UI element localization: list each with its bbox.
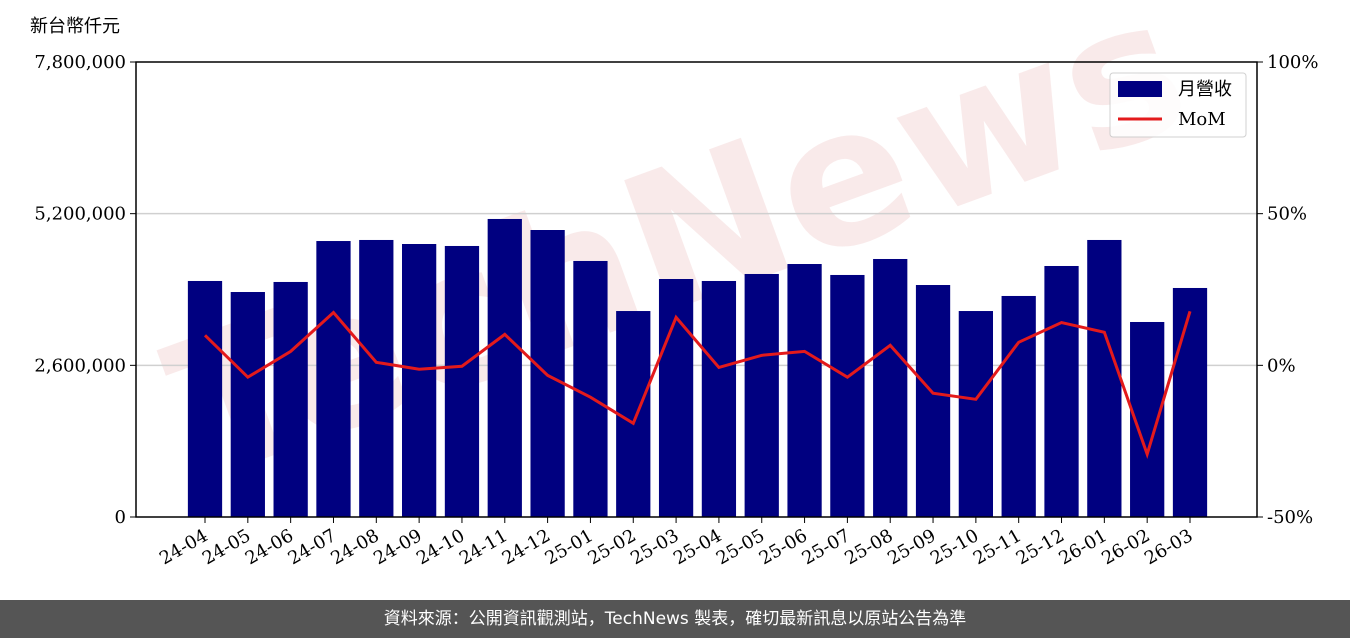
bar: [359, 239, 394, 517]
bar: [616, 311, 651, 517]
x-tick-label: 25-11: [970, 525, 1025, 569]
bar: [1001, 295, 1036, 517]
bar: [787, 264, 822, 517]
x-tick-label: 24-10: [413, 525, 468, 569]
x-tick-label: 24-05: [199, 525, 254, 569]
x-tick-label: 24-07: [285, 525, 340, 569]
x-tick-label: 24-06: [242, 525, 297, 569]
x-tick-label: 25-03: [627, 525, 682, 569]
x-tick-label: 25-12: [1013, 525, 1068, 569]
x-tick-label: 26-02: [1098, 525, 1153, 569]
bar: [487, 218, 522, 517]
bar: [658, 279, 694, 517]
x-tick-label: 25-01: [541, 525, 596, 569]
x-tick-label: 25-08: [841, 525, 896, 569]
legend-label: 月營收: [1178, 79, 1232, 100]
x-tick-label: 24-04: [156, 525, 211, 569]
x-tick-label: 25-07: [798, 525, 853, 569]
x-tick-label: 24-11: [456, 525, 511, 569]
bar: [187, 280, 223, 517]
x-tick-label: 25-04: [670, 525, 725, 569]
y2-tick-label: -50%: [1267, 507, 1313, 528]
y-tick-label: 7,800,000: [34, 52, 126, 73]
x-tick-label: 24-08: [327, 525, 382, 569]
legend-swatch: [1118, 81, 1162, 97]
x-tick-label: 25-05: [713, 525, 768, 569]
y2-tick-label: 50%: [1267, 204, 1307, 225]
x-tick-label: 25-10: [927, 525, 982, 569]
x-tick-label: 25-06: [756, 525, 811, 569]
bar: [573, 260, 608, 517]
bar: [701, 280, 737, 517]
chart: 新台幣仟元 TechNews02,600,0005,200,0007,800,0…: [30, 0, 1318, 569]
line: [203, 310, 1192, 460]
bar: [830, 274, 865, 517]
x-tick-label: 25-09: [884, 525, 939, 569]
bar: [873, 258, 908, 517]
y2-tick-label: 0%: [1267, 355, 1296, 376]
bar: [1044, 265, 1079, 517]
bar: [316, 241, 351, 517]
bar: [958, 311, 993, 517]
x-tick-label: 25-02: [584, 525, 639, 569]
bar: [230, 292, 265, 517]
x-tick-label: 24-12: [499, 525, 554, 569]
bar: [744, 273, 779, 517]
legend-label: MoM: [1178, 109, 1226, 130]
bar: [402, 244, 437, 517]
y-tick-label: 5,200,000: [34, 204, 126, 225]
bar: [273, 281, 308, 517]
x-tick-label: 26-01: [1055, 525, 1110, 569]
y-tick-label: 2,600,000: [34, 355, 126, 376]
y2-tick-label: 100%: [1267, 52, 1318, 73]
bar: [444, 245, 480, 517]
bar: [1087, 239, 1122, 517]
x-tick-label: 24-09: [370, 525, 425, 569]
bar: [915, 285, 951, 517]
plot-frame: [135, 61, 1258, 518]
y-axis-label: 新台幣仟元: [30, 16, 120, 37]
legend: 月營收 MoM: [1109, 72, 1247, 138]
x-tick-label: 26-03: [1141, 525, 1196, 569]
bar: [1172, 287, 1208, 517]
y-tick-label: 0: [115, 507, 126, 528]
footer: 資料來源：公開資訊觀測站，TechNews 製表，確切最新訊息以原站公告為準: [0, 600, 1350, 638]
